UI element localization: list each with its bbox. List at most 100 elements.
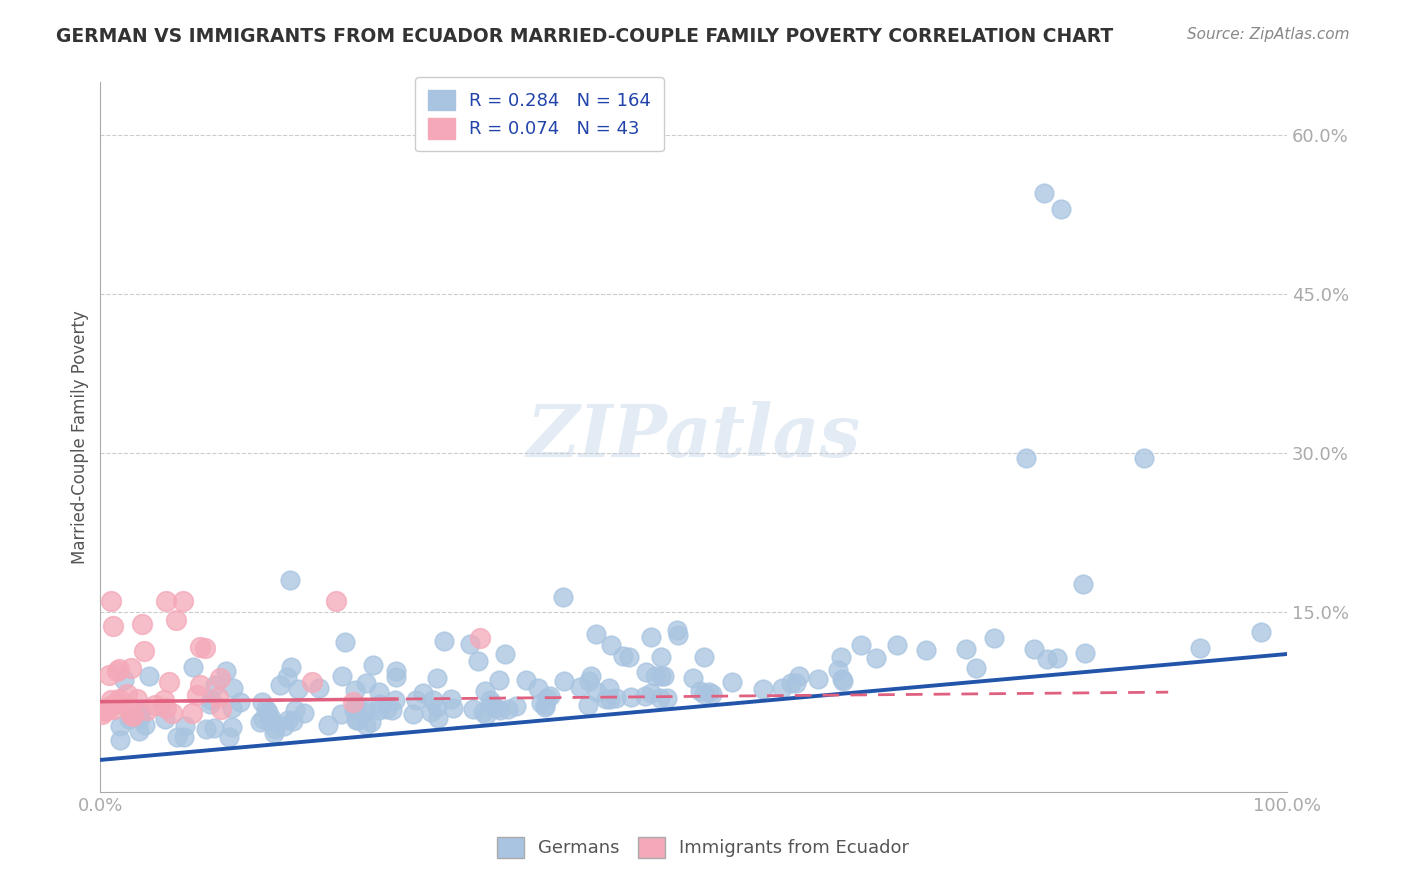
Germans [620,690,643,704]
Germans [1015,451,1038,466]
Immigrants from Ecuador [134,643,156,657]
Germans [221,701,243,715]
Germans [581,669,603,683]
Germans [474,684,496,698]
Immigrants from Ecuador [100,693,122,707]
Germans [666,628,689,642]
Germans [441,701,464,715]
Germans [827,663,849,677]
Germans [278,573,301,587]
Germans [600,638,623,652]
Immigrants from Ecuador [120,661,142,675]
Germans [787,669,810,683]
Germans [1071,577,1094,591]
Germans [166,731,188,745]
Germans [218,730,240,744]
Immigrants from Ecuador [153,693,176,707]
Germans [215,664,238,678]
Immigrants from Ecuador [105,697,128,711]
Germans [505,698,527,713]
Immigrants from Ecuador [194,640,217,655]
Text: Source: ZipAtlas.com: Source: ZipAtlas.com [1187,27,1350,42]
Germans [356,675,378,690]
Immigrants from Ecuador [125,692,148,706]
Immigrants from Ecuador [131,617,153,632]
Germans [576,698,599,712]
Germans [344,682,367,697]
Germans [831,672,853,686]
Legend: R = 0.284   N = 164, R = 0.074   N = 43: R = 0.284 N = 164, R = 0.074 N = 43 [415,77,664,152]
Germans [200,693,222,707]
Germans [402,706,425,721]
Germans [256,706,278,720]
Germans [955,641,977,656]
Germans [344,713,367,727]
Immigrants from Ecuador [181,706,204,721]
Germans [529,696,551,710]
Germans [772,681,794,695]
Germans [426,711,449,725]
Germans [636,665,658,679]
Immigrants from Ecuador [325,594,347,608]
Germans [1032,186,1054,201]
Immigrants from Ecuador [186,688,208,702]
Immigrants from Ecuador [105,696,128,710]
Germans [1074,646,1097,660]
Germans [488,673,510,687]
Immigrants from Ecuador [209,671,232,685]
Immigrants from Ecuador [122,709,145,723]
Germans [598,681,620,695]
Germans [368,703,391,717]
Germans [252,713,274,727]
Germans [534,698,557,713]
Germans [780,676,803,690]
Germans [381,703,404,717]
Immigrants from Ecuador [188,678,211,692]
Immigrants from Ecuador [468,631,491,645]
Germans [472,705,495,719]
Immigrants from Ecuador [120,708,142,723]
Germans [1133,451,1156,466]
Germans [138,669,160,683]
Germans [849,639,872,653]
Legend: Germans, Immigrants from Ecuador: Germans, Immigrants from Ecuador [489,830,917,865]
Germans [693,650,716,665]
Germans [886,638,908,652]
Germans [633,690,655,704]
Germans [221,681,243,695]
Germans [1189,640,1212,655]
Germans [605,690,627,705]
Germans [419,706,441,720]
Germans [689,683,711,698]
Immigrants from Ecuador [143,698,166,713]
Germans [485,701,508,715]
Germans [1024,642,1046,657]
Text: ZIPatlas: ZIPatlas [526,401,860,473]
Germans [249,715,271,730]
Germans [264,723,287,737]
Germans [578,673,600,688]
Immigrants from Ecuador [209,701,232,715]
Immigrants from Ecuador [98,699,121,714]
Germans [368,697,391,711]
Germans [173,719,195,733]
Germans [655,691,678,706]
Germans [194,722,217,736]
Immigrants from Ecuador [120,702,142,716]
Germans [347,713,370,727]
Germans [316,718,339,732]
Immigrants from Ecuador [162,706,184,720]
Germans [538,689,561,703]
Germans [200,697,222,711]
Germans [458,637,481,651]
Germans [534,699,557,714]
Germans [832,673,855,688]
Germans [692,687,714,701]
Immigrants from Ecuador [97,668,120,682]
Germans [612,648,634,663]
Germans [360,715,382,730]
Immigrants from Ecuador [94,704,117,718]
Germans [463,702,485,716]
Germans [553,674,575,689]
Germans [526,681,548,695]
